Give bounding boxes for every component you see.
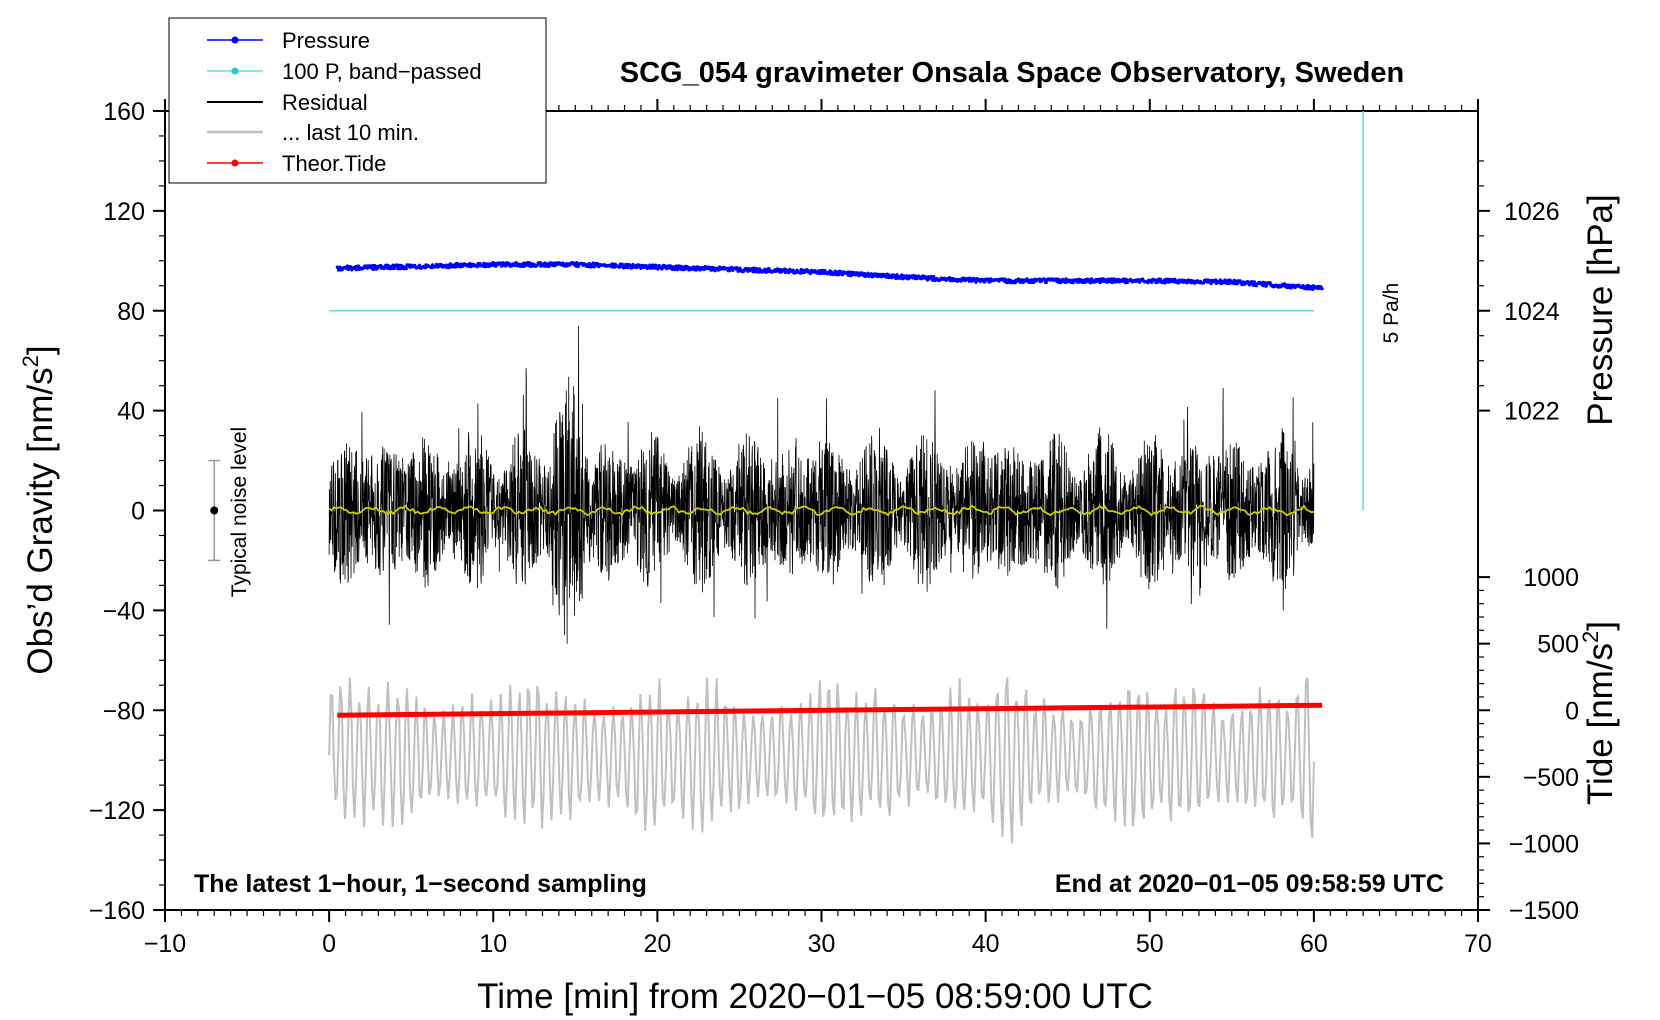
pressure-tick-label: 1026 xyxy=(1504,198,1560,226)
y-axis-label-left-end: ] xyxy=(21,345,60,355)
x-tick-label: 60 xyxy=(1300,930,1328,958)
y-axis-label-left: Obs’d Gravity [nm/s2] xyxy=(18,345,60,674)
legend-label-pressure: Pressure xyxy=(282,28,370,53)
pressure-point xyxy=(1158,277,1163,281)
pressure-point xyxy=(503,264,508,268)
pressure-point xyxy=(1109,277,1113,281)
pressure-point xyxy=(595,261,600,266)
plot-data xyxy=(208,111,1364,844)
tide-tick-label: −500 xyxy=(1523,764,1579,792)
tide-tick-label: −1000 xyxy=(1509,830,1579,858)
pressure-point xyxy=(1311,287,1315,291)
legend-label-tide: Theor.Tide xyxy=(282,151,386,176)
legend-entry-bandpassed: 100 P, band−passed xyxy=(207,59,482,84)
x-tick-label: −10 xyxy=(144,930,186,958)
noise-bar-center xyxy=(210,506,219,515)
rate-bar-label: 5 Pa/h xyxy=(1380,283,1403,344)
legend-entry-pressure: Pressure xyxy=(207,28,370,53)
noise-level-label: Typical noise level xyxy=(228,427,251,597)
pressure-point xyxy=(529,261,533,266)
x-tick-label: 20 xyxy=(643,930,671,958)
pressure-point xyxy=(1150,280,1154,284)
y-axis-label-tide: Tide [nm/s2] xyxy=(1578,621,1620,805)
y-tick-label: −160 xyxy=(89,897,145,925)
pressure-point xyxy=(1209,282,1213,286)
pressure-point xyxy=(1218,278,1222,282)
pressure-point xyxy=(392,266,397,270)
legend-box xyxy=(168,17,547,184)
y-axis-label-left-sup: 2 xyxy=(18,355,43,367)
pressure-point xyxy=(574,261,579,265)
x-tick-label: 30 xyxy=(808,930,836,958)
series-residual-line xyxy=(328,325,1315,644)
pressure-point xyxy=(1089,277,1094,281)
pressure-point xyxy=(1320,287,1324,291)
pressure-point xyxy=(1038,277,1042,281)
series-pressure-points xyxy=(335,261,1324,291)
y-axis-label-tide-sup: 2 xyxy=(1578,631,1603,643)
legend: Pressure 100 P, band−passed Residual ...… xyxy=(168,17,547,184)
legend-label-residual: Residual xyxy=(282,90,368,115)
pressure-point xyxy=(800,268,805,272)
annotation-sampling: The latest 1−hour, 1−second sampling xyxy=(194,870,647,898)
legend-entry-last10: ... last 10 min. xyxy=(207,120,419,145)
pressure-point xyxy=(631,262,635,267)
x-tick-label: 40 xyxy=(972,930,1000,958)
legend-entry-residual: Residual xyxy=(207,90,368,115)
pressure-point xyxy=(404,267,408,271)
tide-tick-label: 500 xyxy=(1537,631,1579,659)
pressure-point xyxy=(905,274,909,278)
legend-label-bandpassed: 100 P, band−passed xyxy=(282,59,482,84)
legend-entry-tide: Theor.Tide xyxy=(207,151,386,176)
pressure-point xyxy=(974,280,978,284)
pressure-point xyxy=(656,267,660,271)
chart-title: SCG_054 gravimeter Onsala Space Observat… xyxy=(620,57,1404,89)
pressure-point xyxy=(447,266,451,270)
annotation-end-time: End at 2020−01−05 09:58:59 UTC xyxy=(1055,870,1444,898)
pressure-point xyxy=(1227,282,1231,286)
series-last10-line xyxy=(328,677,1315,844)
x-tick-label: 50 xyxy=(1136,930,1164,958)
pressure-point xyxy=(618,265,622,269)
y-axis-label-pressure: Pressure [hPa] xyxy=(1581,194,1620,426)
pressure-point xyxy=(626,266,630,270)
y-axis-label-tide-end: ] xyxy=(1581,621,1620,631)
pressure-point xyxy=(354,268,358,272)
y-axis-label-tide-main: Tide [nm/s xyxy=(1581,643,1620,805)
series-tide-line xyxy=(337,702,1323,718)
pressure-point xyxy=(763,267,767,271)
y-tick-label: 40 xyxy=(117,398,145,426)
x-axis-label: Time [min] from 2020−01−05 08:59:00 UTC xyxy=(477,977,1153,1016)
y-tick-label: 80 xyxy=(117,298,145,326)
y-tick-label: 120 xyxy=(103,198,145,226)
legend-label-last10: ... last 10 min. xyxy=(282,120,419,145)
pressure-point xyxy=(846,273,851,277)
y-tick-label: 0 xyxy=(131,498,145,526)
pressure-point xyxy=(767,267,771,271)
tick-labels: −10 0 10 20 30 40 50 60 70 160 120 80 40 0 −40 −80 −120 −… xyxy=(89,98,1579,958)
x-tick-label: 0 xyxy=(322,930,336,958)
tide-tick-label: 0 xyxy=(1565,697,1579,725)
pressure-point xyxy=(932,275,936,279)
pressure-tick-label: 1024 xyxy=(1504,298,1560,326)
y-tick-label: −80 xyxy=(103,697,145,725)
x-tick-label: 10 xyxy=(479,930,507,958)
pressure-point xyxy=(1301,284,1305,288)
x-tick-label: 70 xyxy=(1464,930,1492,958)
pressure-point xyxy=(1287,283,1291,287)
pressure-tick-label: 1022 xyxy=(1504,398,1560,426)
pressure-point xyxy=(835,270,839,274)
y-axis-label-left-main: Obs’d Gravity [nm/s xyxy=(21,367,60,674)
tide-tick-label: −1500 xyxy=(1509,897,1579,925)
axis-ticks xyxy=(153,99,1490,922)
y-tick-label: −40 xyxy=(103,597,145,625)
pressure-point xyxy=(1252,280,1256,284)
pressure-point xyxy=(620,262,625,266)
y-tick-label: 160 xyxy=(103,98,145,126)
series-residual-smoothed xyxy=(328,504,1315,517)
tide-tick-label: 1000 xyxy=(1523,564,1579,592)
y-tick-label: −120 xyxy=(89,797,145,825)
pressure-point xyxy=(576,264,581,268)
